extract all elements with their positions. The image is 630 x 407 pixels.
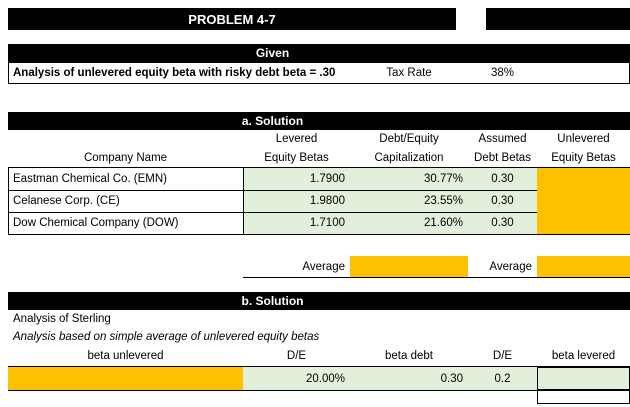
de-capitalization-cell[interactable]: 23.55%	[350, 190, 468, 212]
bheader-underline	[8, 366, 630, 367]
debt-beta-cell[interactable]: 0.30	[468, 190, 537, 212]
tax-rate-value-cell[interactable]: 38%	[490, 67, 515, 79]
bheader-beta-unlevered: beta unlevered	[87, 350, 164, 362]
debt-beta-cell[interactable]: 0.30	[468, 168, 537, 190]
header-equity-betas-levered: Equity Betas	[264, 151, 329, 164]
header-unlevered: Unlevered	[557, 133, 610, 145]
grid-line-left	[8, 168, 9, 234]
solution-a-band-label: a. Solution	[241, 114, 304, 128]
beta-unlevered-input-cell[interactable]	[8, 367, 243, 390]
levered-beta-cell[interactable]: 1.7100	[243, 212, 350, 234]
header-assumed: Assumed	[478, 133, 527, 145]
average-label-right: Average	[489, 260, 532, 273]
header-debt-equity: Debt/Equity	[379, 133, 439, 145]
company-name-cell[interactable]: Celanese Corp. (CE)	[13, 195, 120, 207]
grid-line-mid	[243, 168, 244, 234]
beta-debt-value-cell[interactable]: 0.30	[350, 367, 468, 390]
given-band-label: Given	[255, 46, 290, 60]
average-underline	[243, 277, 630, 278]
levered-beta-cell[interactable]: 1.9800	[243, 190, 350, 212]
average-label-left: Average	[302, 260, 345, 273]
de-percent-cell[interactable]: 20.00%	[243, 367, 350, 390]
average-input-de-cap[interactable]	[350, 256, 468, 277]
given-band: Given	[8, 44, 630, 62]
data-bottom-line	[8, 234, 630, 235]
sterling-note: Analysis based on simple average of unle…	[13, 331, 320, 343]
tax-rate-label: Tax Rate	[386, 67, 432, 79]
grid-line-row1	[8, 190, 537, 191]
beta-levered-result-cell[interactable]	[537, 367, 630, 390]
header-underline	[8, 167, 630, 168]
solution-b-band-label: b. Solution	[241, 294, 304, 308]
levered-beta-cell[interactable]: 1.7900	[243, 168, 350, 190]
header-debt-betas: Debt Betas	[474, 151, 531, 164]
solution-b-band: b. Solution	[8, 292, 630, 310]
bdata-underline	[8, 390, 630, 391]
header-capitalization: Capitalization	[374, 151, 444, 164]
company-name-cell[interactable]: Eastman Chemical Co. (EMN)	[13, 173, 168, 185]
header-company-name: Company Name	[83, 151, 168, 164]
unlevered-betas-input-block[interactable]	[537, 168, 630, 234]
de-capitalization-cell[interactable]: 21.60%	[350, 212, 468, 234]
solution-a-band: a. Solution	[8, 112, 630, 130]
bheader-beta-levered: beta levered	[551, 350, 616, 362]
bheader-de-2: D/E	[492, 350, 513, 362]
de-capitalization-cell[interactable]: 30.77%	[350, 168, 468, 190]
de-ratio-cell[interactable]: 0.2	[468, 367, 537, 390]
average-input-unlevered[interactable]	[537, 256, 630, 277]
bottom-spare-cell	[537, 390, 630, 404]
bheader-beta-debt: beta debt	[385, 350, 433, 362]
bheader-de-1: D/E	[286, 350, 307, 362]
title-band: PROBLEM 4-7	[8, 8, 456, 30]
sterling-subtitle: Analysis of Sterling	[13, 313, 111, 325]
grid-line-row2	[8, 212, 537, 213]
title-band-right-block	[486, 8, 630, 30]
company-name-cell[interactable]: Dow Chemical Company (DOW)	[13, 217, 179, 229]
debt-beta-cell[interactable]: 0.30	[468, 212, 537, 234]
given-statement: Analysis of unlevered equity beta with r…	[13, 67, 336, 79]
header-levered: Levered	[275, 133, 318, 145]
page-title: PROBLEM 4-7	[188, 11, 276, 27]
header-equity-betas-unlevered: Equity Betas	[551, 151, 616, 164]
